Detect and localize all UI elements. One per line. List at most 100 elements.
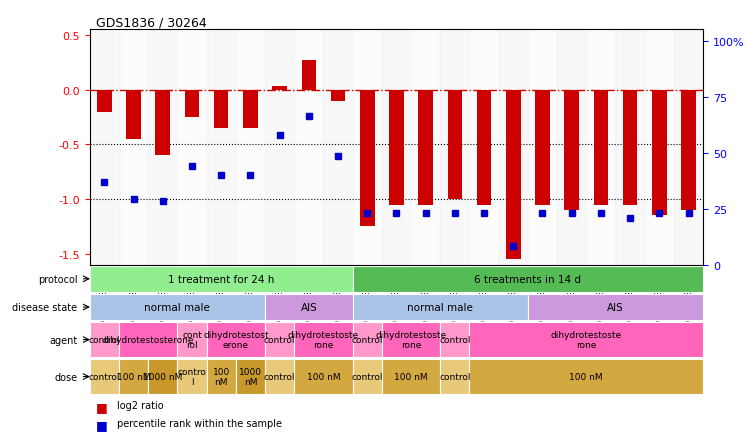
FancyBboxPatch shape bbox=[294, 359, 352, 394]
Bar bbox=[418, 90, 433, 205]
FancyBboxPatch shape bbox=[352, 294, 528, 321]
FancyBboxPatch shape bbox=[528, 294, 703, 321]
FancyBboxPatch shape bbox=[381, 322, 441, 357]
Text: control: control bbox=[352, 372, 383, 381]
Bar bbox=[272, 87, 287, 90]
Text: control: control bbox=[352, 335, 383, 344]
FancyBboxPatch shape bbox=[265, 359, 294, 394]
Bar bbox=[441, 30, 470, 265]
Text: log2 ratio: log2 ratio bbox=[117, 400, 164, 410]
Text: 100 nM: 100 nM bbox=[569, 372, 603, 381]
Bar bbox=[652, 90, 666, 216]
Text: 100 nM: 100 nM bbox=[307, 372, 340, 381]
Bar bbox=[352, 30, 381, 265]
Text: cont
rol: cont rol bbox=[182, 330, 202, 349]
FancyBboxPatch shape bbox=[90, 359, 119, 394]
Bar bbox=[506, 90, 521, 260]
Text: dihydrotestoste
rone: dihydrotestoste rone bbox=[288, 330, 359, 349]
Bar bbox=[97, 90, 111, 112]
FancyBboxPatch shape bbox=[90, 322, 119, 357]
FancyBboxPatch shape bbox=[90, 294, 265, 321]
Text: dihydrotestosterone: dihydrotestosterone bbox=[102, 335, 194, 344]
Text: contro
l: contro l bbox=[177, 367, 206, 386]
Bar bbox=[148, 30, 177, 265]
FancyBboxPatch shape bbox=[381, 359, 441, 394]
Text: 100
nM: 100 nM bbox=[212, 367, 230, 386]
FancyBboxPatch shape bbox=[352, 359, 381, 394]
Bar bbox=[301, 61, 316, 90]
FancyBboxPatch shape bbox=[90, 266, 352, 293]
Bar bbox=[156, 90, 170, 156]
Text: 100 nM: 100 nM bbox=[394, 372, 428, 381]
Bar bbox=[674, 30, 703, 265]
Bar bbox=[331, 90, 346, 101]
Text: agent: agent bbox=[49, 335, 78, 345]
Text: control: control bbox=[439, 372, 470, 381]
Bar bbox=[265, 30, 294, 265]
FancyBboxPatch shape bbox=[470, 359, 703, 394]
Bar bbox=[177, 30, 206, 265]
Bar bbox=[119, 30, 148, 265]
Bar bbox=[381, 30, 411, 265]
FancyBboxPatch shape bbox=[119, 359, 148, 394]
Bar bbox=[323, 30, 352, 265]
Text: dihydrotestost
erone: dihydrotestost erone bbox=[203, 330, 269, 349]
Bar bbox=[360, 90, 375, 227]
FancyBboxPatch shape bbox=[352, 266, 703, 293]
FancyBboxPatch shape bbox=[265, 322, 294, 357]
FancyBboxPatch shape bbox=[441, 322, 470, 357]
FancyBboxPatch shape bbox=[148, 359, 177, 394]
Text: AIS: AIS bbox=[607, 302, 624, 312]
Text: disease state: disease state bbox=[13, 302, 78, 312]
Text: ■: ■ bbox=[96, 400, 108, 413]
Text: normal male: normal male bbox=[144, 302, 210, 312]
Bar bbox=[528, 30, 557, 265]
FancyBboxPatch shape bbox=[236, 359, 265, 394]
Text: control: control bbox=[88, 372, 120, 381]
Bar bbox=[586, 30, 616, 265]
Bar bbox=[185, 90, 199, 118]
Text: 6 treatments in 14 d: 6 treatments in 14 d bbox=[474, 274, 581, 284]
FancyBboxPatch shape bbox=[177, 359, 206, 394]
Text: control: control bbox=[264, 335, 295, 344]
Bar bbox=[565, 90, 579, 210]
Text: control: control bbox=[439, 335, 470, 344]
FancyBboxPatch shape bbox=[470, 322, 703, 357]
Bar bbox=[243, 90, 258, 128]
FancyBboxPatch shape bbox=[119, 322, 177, 357]
Text: control: control bbox=[88, 335, 120, 344]
Bar bbox=[389, 90, 404, 205]
Bar bbox=[294, 30, 323, 265]
Bar bbox=[616, 30, 645, 265]
Text: 1000 nM: 1000 nM bbox=[143, 372, 183, 381]
Bar bbox=[411, 30, 441, 265]
Bar bbox=[447, 90, 462, 200]
Text: control: control bbox=[264, 372, 295, 381]
Text: 1000
nM: 1000 nM bbox=[239, 367, 262, 386]
Text: normal male: normal male bbox=[408, 302, 473, 312]
FancyBboxPatch shape bbox=[352, 322, 381, 357]
Text: AIS: AIS bbox=[301, 302, 317, 312]
Bar bbox=[214, 90, 228, 128]
Bar bbox=[476, 90, 491, 205]
Bar bbox=[90, 30, 119, 265]
Text: percentile rank within the sample: percentile rank within the sample bbox=[117, 418, 282, 428]
Text: 1 treatment for 24 h: 1 treatment for 24 h bbox=[168, 274, 275, 284]
Bar bbox=[557, 30, 586, 265]
Text: dihydrotestoste
rone: dihydrotestoste rone bbox=[375, 330, 447, 349]
FancyBboxPatch shape bbox=[177, 322, 206, 357]
Bar bbox=[594, 90, 608, 205]
FancyBboxPatch shape bbox=[441, 359, 470, 394]
Bar bbox=[126, 90, 141, 140]
Text: protocol: protocol bbox=[38, 274, 78, 284]
Text: dose: dose bbox=[55, 372, 78, 381]
Bar bbox=[206, 30, 236, 265]
Bar bbox=[499, 30, 528, 265]
Bar bbox=[470, 30, 499, 265]
Text: GDS1836 / 30264: GDS1836 / 30264 bbox=[96, 16, 206, 29]
Bar bbox=[535, 90, 550, 205]
FancyBboxPatch shape bbox=[265, 294, 352, 321]
Bar bbox=[681, 90, 696, 210]
FancyBboxPatch shape bbox=[206, 359, 236, 394]
Bar bbox=[645, 30, 674, 265]
